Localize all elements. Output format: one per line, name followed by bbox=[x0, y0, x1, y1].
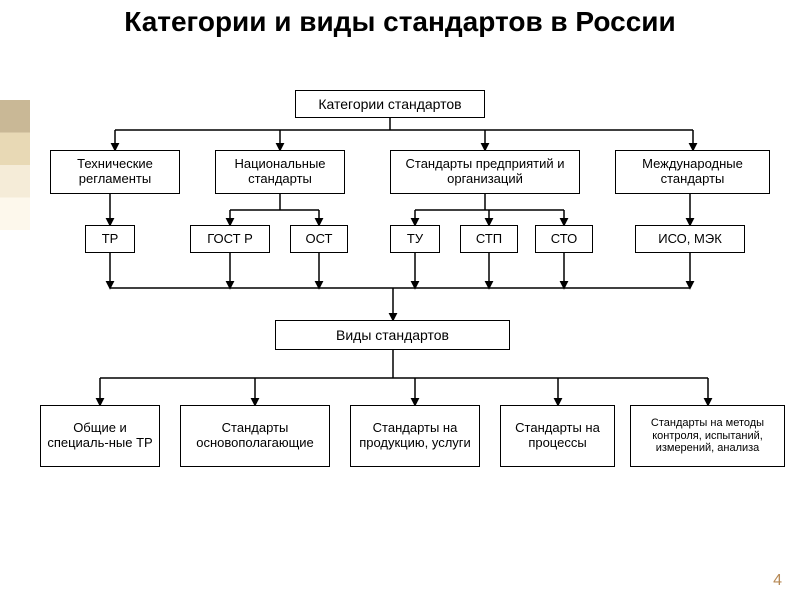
node-cat4: Международные стандарты bbox=[615, 150, 770, 194]
page-title: Категории и виды стандартов в России bbox=[0, 4, 800, 39]
node-v2: Стандарты основополагающие bbox=[180, 405, 330, 467]
node-tr: ТР bbox=[85, 225, 135, 253]
node-v4: Стандарты на процессы bbox=[500, 405, 615, 467]
node-v3: Стандарты на продукцию, услуги bbox=[350, 405, 480, 467]
node-iso: ИСО, МЭК bbox=[635, 225, 745, 253]
node-root: Категории стандартов bbox=[295, 90, 485, 118]
node-cat3: Стандарты предприятий и организаций bbox=[390, 150, 580, 194]
node-cat1: Технические регламенты bbox=[50, 150, 180, 194]
page-number: 4 bbox=[773, 572, 782, 590]
node-v1: Общие и специаль-ные ТР bbox=[40, 405, 160, 467]
node-cat2: Национальные стандарты bbox=[215, 150, 345, 194]
sidebar-decoration bbox=[0, 100, 30, 230]
node-ost: ОСТ bbox=[290, 225, 348, 253]
node-gostr: ГОСТ Р bbox=[190, 225, 270, 253]
node-types: Виды стандартов bbox=[275, 320, 510, 350]
node-v5: Стандарты на методы контроля, испытаний,… bbox=[630, 405, 785, 467]
node-tu: ТУ bbox=[390, 225, 440, 253]
node-sto: СТО bbox=[535, 225, 593, 253]
node-stp: СТП bbox=[460, 225, 518, 253]
